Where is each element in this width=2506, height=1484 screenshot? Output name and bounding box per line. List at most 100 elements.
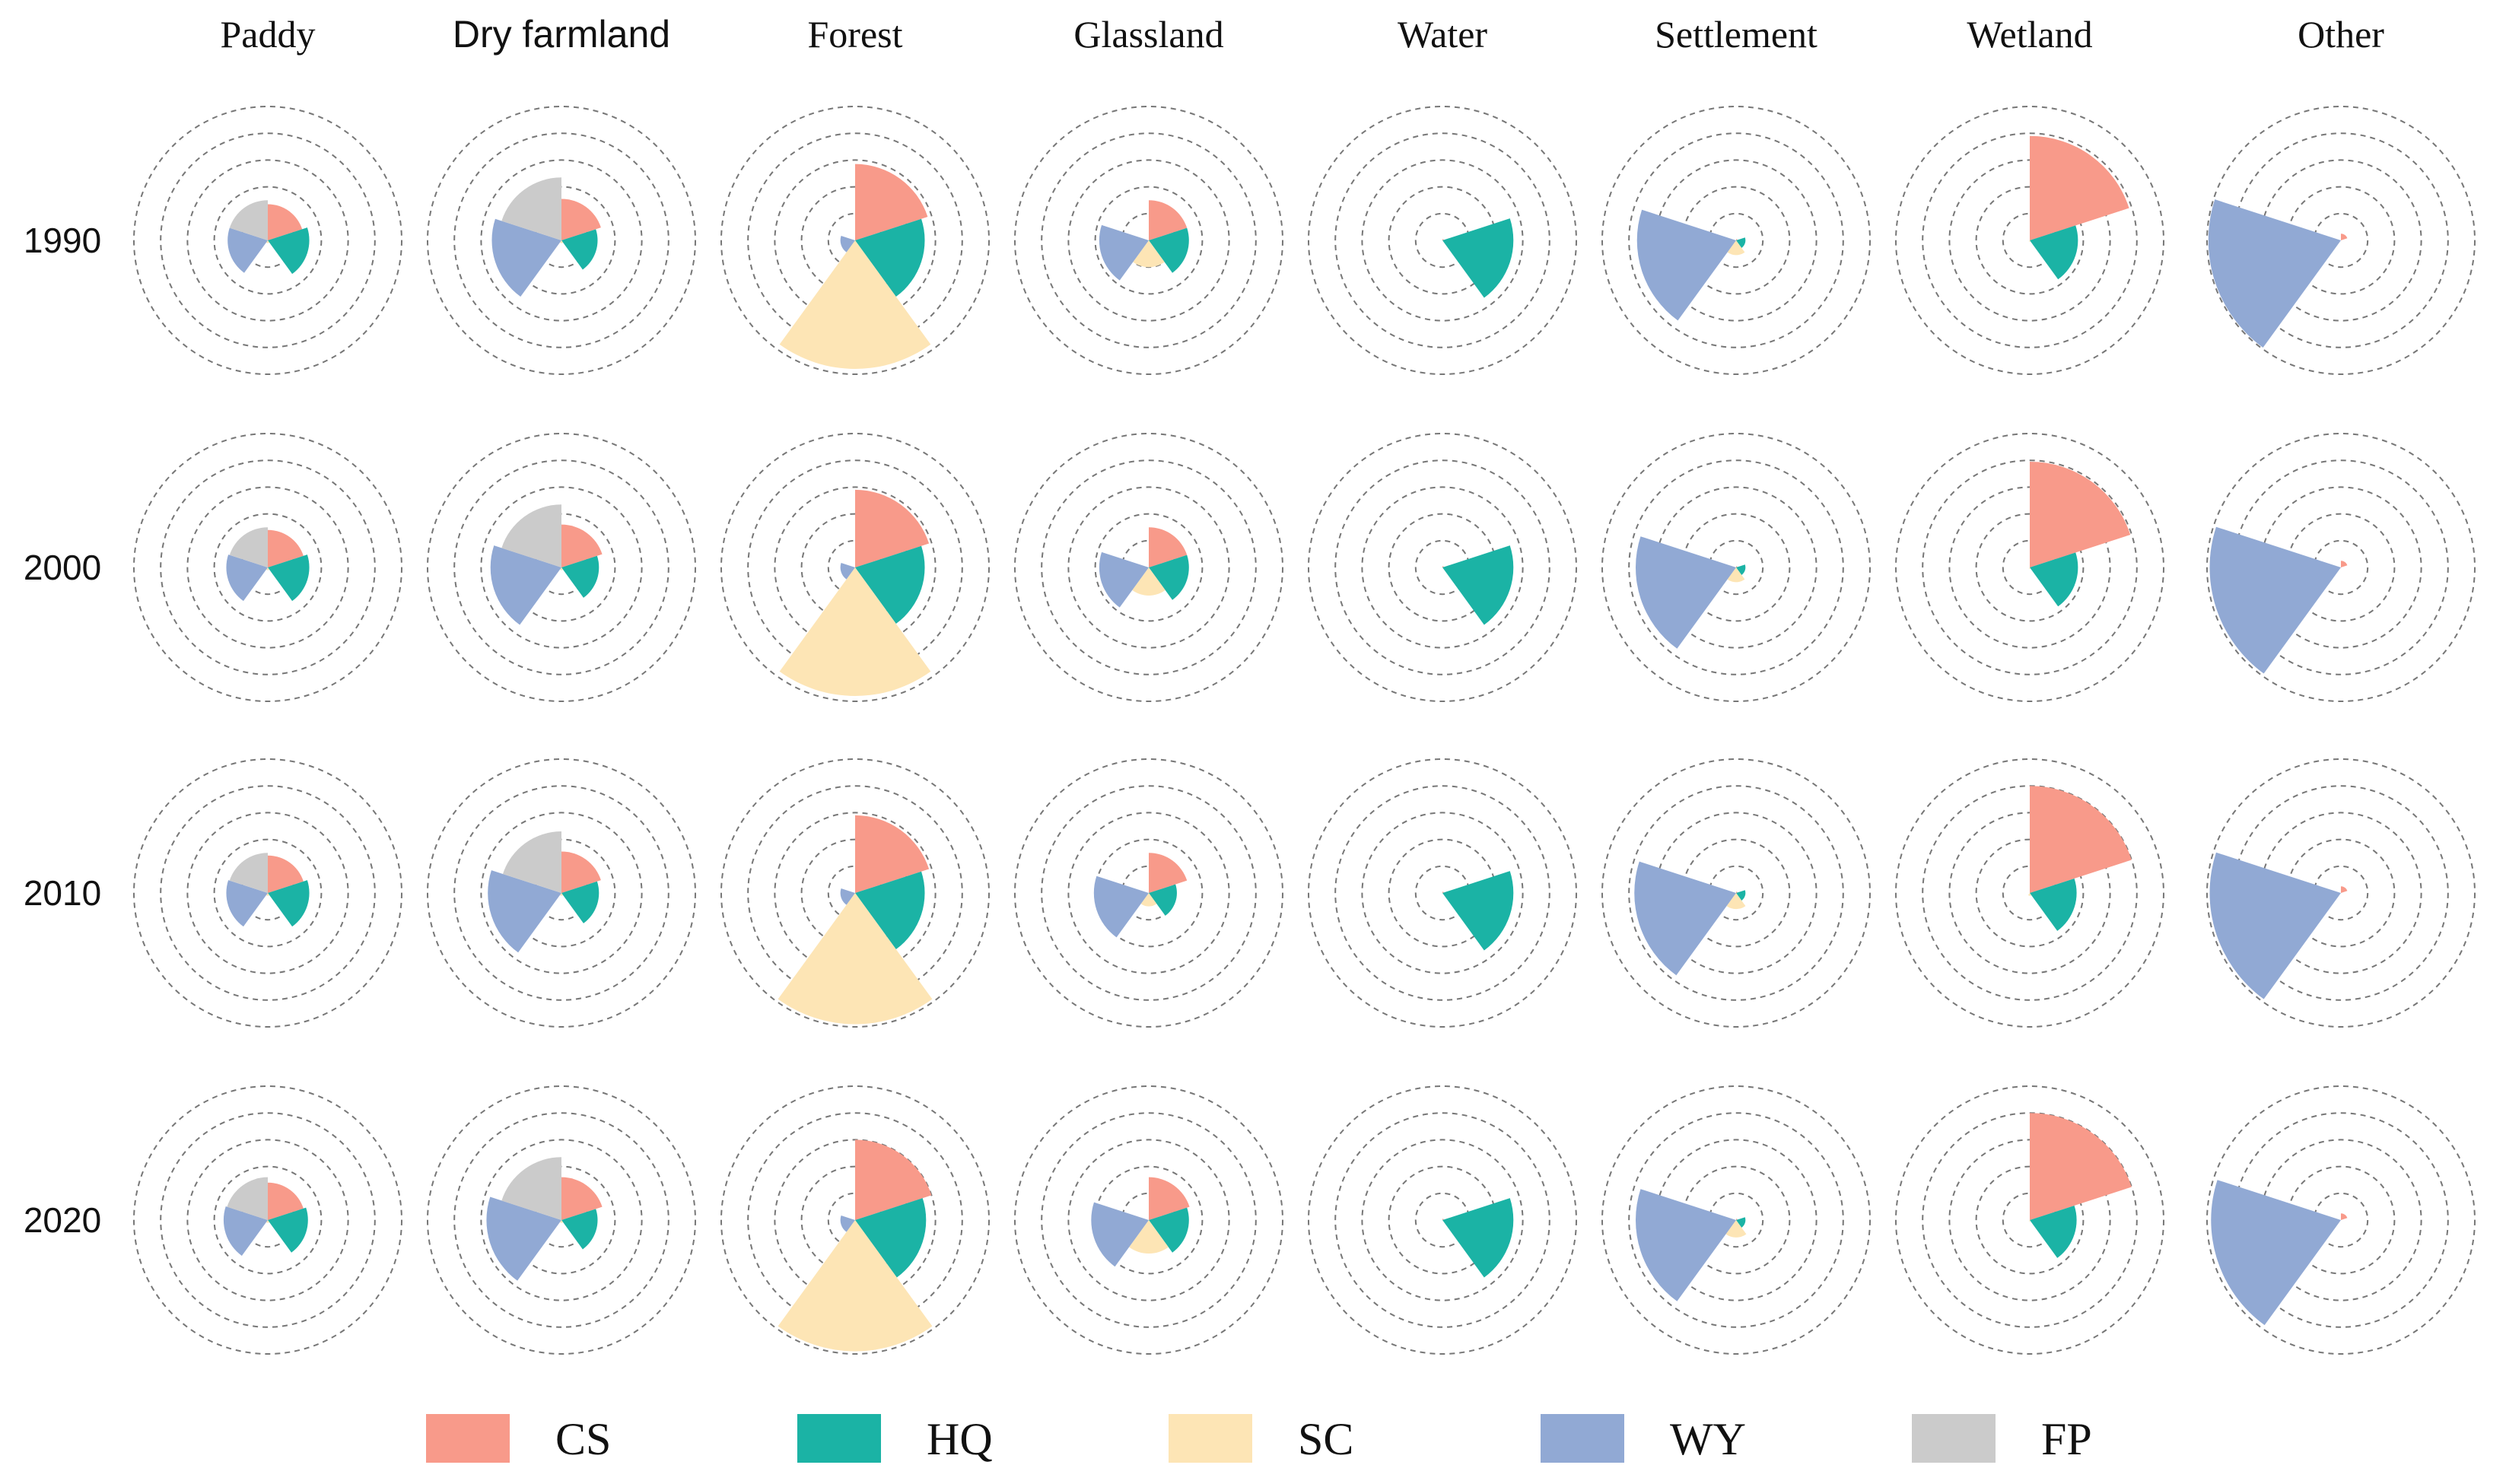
panel-settlement-2010 [1601,758,1871,1028]
bar-sc-dry-farmland-2000 [559,567,564,570]
grid-ring [480,159,643,322]
grid-ring [1361,486,1524,649]
legend-swatch-wy [1541,1414,1624,1463]
grid-ring [1041,1112,1257,1328]
bar-hq-dry-farmland-2020 [561,1209,598,1250]
bar-wy-paddy-2020 [223,1206,268,1256]
panel-wetland-2020 [1895,1085,2164,1355]
grid-ring [2286,1165,2396,1275]
bar-fp-paddy-2000 [229,527,268,567]
bar-cs-paddy-2010 [268,855,304,893]
bar-wy-forest-2000 [840,563,855,580]
column-labels: Paddy Dry farmland Forest Glassland Water Set… [221,13,2385,56]
legend-label-cs: CS [555,1414,611,1464]
bar-wy-dry-farmland-2010 [488,870,561,953]
grid-ring [186,1139,349,1301]
grid-ring [1334,132,1550,348]
legend-item-wy: WY [1541,1414,1746,1464]
bar-sc-wetland-2020 [2028,1220,2031,1222]
bar-fp-dry-farmland-1990 [501,177,561,240]
bar-wy-paddy-1990 [227,227,268,273]
grid-ring [427,106,696,375]
panel-dry-farmland-2000 [427,433,696,702]
bar-hq-forest-2010 [855,871,925,950]
grid-ring [774,812,937,974]
bar-cs-wetland-2010 [2030,786,2132,893]
bar-hq-dry-farmland-2000 [561,555,599,598]
grid-ring [1895,1085,2164,1355]
grid-ring [453,785,669,1001]
bar-cs-dry-farmland-2000 [561,524,603,567]
grid-ring [774,486,937,649]
bar-cs-glassland-2020 [1149,1177,1190,1220]
legend-item-cs: CS [426,1414,611,1464]
bar-fp-dry-farmland-2000 [501,504,561,567]
grid-ring [427,1085,696,1355]
bar-sc-dry-farmland-2020 [559,1220,564,1223]
grid-ring [186,486,349,649]
grid-ring [1922,132,2138,348]
bar-wy-forest-1990 [840,236,855,253]
bar-sc-dry-farmland-2010 [559,893,564,896]
grid-ring [133,106,402,375]
panel-wetland-2010 [1895,758,2164,1028]
bar-cs-paddy-2020 [268,1182,304,1220]
bar-cs-settlement-2020 [1736,1219,1738,1220]
legend-item-hq: HQ [797,1414,993,1464]
grid-ring [774,159,937,322]
grid-ring [1681,513,1791,622]
grid-ring [160,785,376,1001]
legend-label-hq: HQ [927,1414,993,1464]
bar-hq-settlement-2020 [1736,1217,1746,1228]
row-labels: 1990 2000 2010 2020 [24,221,101,1240]
bar-hq-settlement-2010 [1736,890,1746,901]
bar-wy-glassland-1990 [1099,224,1149,281]
grid-ring [453,132,669,348]
bar-hq-dry-farmland-1990 [561,229,598,270]
legend-swatch-hq [797,1414,881,1463]
panel-water-1990 [1308,106,1577,375]
grid-ring [2286,513,2396,622]
grid-ring [2206,758,2476,1028]
grid-ring [720,106,990,375]
grid-ring [1361,1139,1524,1301]
panel-dry-farmland-2010 [427,758,696,1028]
panel-dry-farmland-2020 [427,1085,696,1355]
bar-cs-forest-2000 [855,489,930,567]
grid-ring [427,758,696,1028]
legend-swatch-cs [426,1414,510,1463]
grid-ring [1895,106,2164,375]
legend-item-fp: FP [1912,1414,2092,1464]
bar-hq-glassland-2010 [1149,884,1177,916]
bar-sc-paddy-1990 [266,240,270,243]
legend-swatch-sc [1169,1414,1252,1463]
bar-wy-settlement-2020 [1635,1189,1736,1301]
legend-swatch-fp [1912,1414,1996,1463]
grid-ring [1014,106,1283,375]
bar-cs-forest-2010 [855,815,930,893]
bar-sc-glassland-1990 [1133,240,1165,268]
grid-ring [1094,513,1204,622]
grid-ring [1601,106,1871,375]
grid-ring [480,486,643,649]
bar-wy-paddy-2010 [226,880,268,927]
grid-ring [1067,159,1230,322]
bar-wy-other-2010 [2209,852,2341,999]
row-label-2020: 2020 [24,1200,101,1240]
grid-ring [1014,433,1283,702]
panel-settlement-2020 [1601,1085,1871,1355]
grid-ring [133,1085,402,1355]
bar-sc-settlement-2010 [1726,893,1746,910]
column-label-water: Water [1398,13,1487,56]
grid-ring [1601,433,1871,702]
bar-wy-forest-2020 [840,1215,855,1232]
grid-ring [1094,1165,1204,1275]
grid-ring [213,838,323,948]
bar-cs-water-2010 [1442,891,1444,893]
bar-cs-forest-2020 [855,1139,932,1220]
bar-wy-other-1990 [2208,199,2341,348]
grid-ring [1628,1112,1844,1328]
bar-fp-dry-farmland-2020 [501,1157,561,1220]
grid-ring [213,1165,323,1275]
